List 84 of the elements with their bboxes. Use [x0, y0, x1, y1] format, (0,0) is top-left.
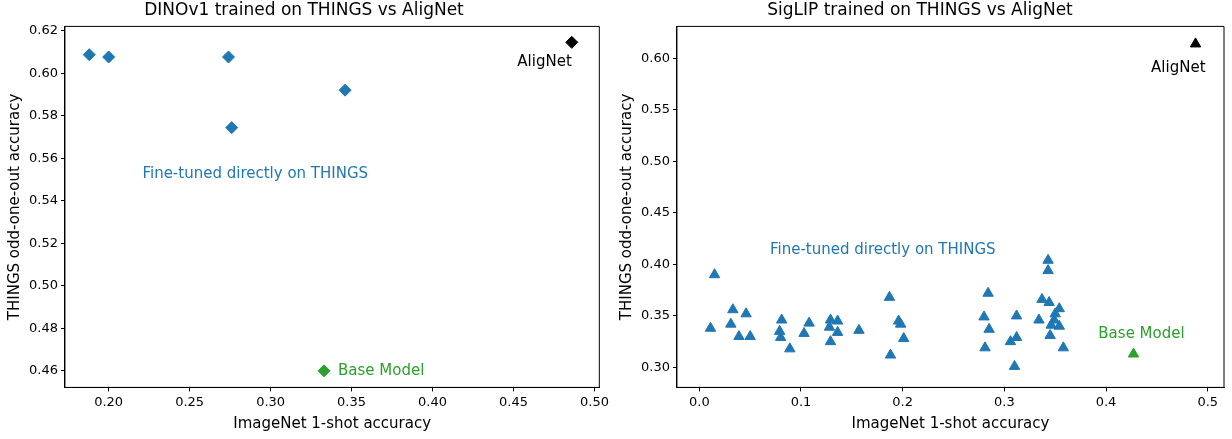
y-tick-label: 0.50 — [640, 152, 670, 168]
x-tick-label: 0.5 — [1197, 393, 1219, 409]
point — [1004, 335, 1017, 346]
point — [1189, 37, 1202, 48]
point — [831, 314, 844, 325]
point — [1127, 347, 1140, 358]
point — [1033, 313, 1045, 324]
y-tick-label: 0.40 — [640, 255, 670, 271]
series-label: Base Model — [338, 360, 425, 379]
point — [338, 83, 352, 97]
series-label: AligNet — [1151, 57, 1206, 76]
y-tick-label: 0.62 — [28, 22, 58, 38]
point — [565, 35, 579, 49]
y-tick-label: 0.60 — [640, 49, 670, 65]
point — [979, 341, 991, 352]
point — [1010, 309, 1023, 320]
point — [221, 50, 235, 64]
x-tick-label: 0.40 — [418, 393, 447, 409]
point — [884, 348, 897, 359]
point — [725, 317, 737, 328]
point — [1036, 292, 1048, 303]
point — [798, 326, 810, 337]
x-tick-label: 0.50 — [579, 393, 609, 409]
x-tick-label: 0.45 — [499, 393, 528, 409]
x-axis-title: ImageNet 1-shot accuracy — [851, 413, 1050, 432]
point — [784, 342, 796, 353]
y-tick-label: 0.55 — [640, 101, 670, 117]
point — [982, 286, 994, 297]
x-tick-label: 0.1 — [790, 393, 812, 409]
point — [898, 332, 910, 343]
y-axis-title: THINGS odd-one-out accuracy — [616, 93, 635, 322]
y-tick-label: 0.58 — [28, 107, 58, 123]
point — [831, 325, 844, 336]
y-tick-label: 0.60 — [28, 64, 58, 80]
point — [1043, 296, 1055, 307]
y-tick-label: 0.56 — [28, 149, 58, 165]
point — [1057, 341, 1070, 352]
x-tick-label: 0.30 — [256, 393, 286, 409]
point — [1042, 264, 1054, 275]
point — [775, 313, 788, 324]
point — [708, 268, 721, 279]
x-tick-label: 0.3 — [994, 393, 1015, 409]
point — [102, 50, 116, 64]
point — [1044, 328, 1056, 339]
y-tick-label: 0.54 — [28, 192, 58, 208]
point — [317, 364, 331, 378]
x-tick-label: 0.0 — [688, 393, 710, 409]
point — [744, 330, 756, 341]
point — [883, 290, 896, 301]
point — [803, 316, 815, 327]
point — [1042, 253, 1054, 264]
point — [727, 303, 739, 314]
text: Fine-tuned directly on THINGS — [142, 164, 369, 183]
text: Fine-tuned directly on THINGS — [769, 240, 996, 259]
point — [740, 307, 752, 318]
point — [733, 330, 745, 341]
y-tick-label: 0.35 — [640, 307, 670, 323]
point — [978, 310, 990, 321]
y-tick-label: 0.52 — [28, 234, 58, 250]
x-tick-label: 0.25 — [175, 393, 205, 409]
point — [824, 335, 837, 346]
y-tick-label: 0.30 — [640, 358, 670, 374]
x-axis-title: ImageNet 1-shot accuracy — [233, 413, 432, 432]
series-label: AligNet — [517, 52, 572, 71]
y-tick-label: 0.45 — [640, 204, 670, 220]
point — [225, 121, 239, 135]
y-tick-label: 0.46 — [28, 362, 58, 378]
chart-title: SigLIP trained on THINGS vs AligNet — [767, 0, 1074, 19]
chart-title: DINOv1 trained on THINGS vs AligNet — [144, 0, 465, 19]
point — [983, 322, 995, 333]
x-tick-label: 0.2 — [892, 393, 914, 409]
point — [704, 321, 717, 332]
y-tick-label: 0.50 — [28, 277, 58, 293]
y-tick-label: 0.48 — [28, 319, 58, 335]
point — [1045, 318, 1057, 329]
point — [1053, 319, 1065, 330]
point — [1008, 359, 1021, 370]
x-tick-label: 0.20 — [94, 393, 124, 409]
series-label: Base Model — [1098, 323, 1185, 342]
y-axis-title: THINGS odd-one-out accuracy — [4, 93, 23, 322]
x-tick-label: 0.35 — [337, 393, 367, 409]
point — [853, 323, 865, 334]
x-tick-label: 0.4 — [1095, 393, 1117, 409]
point — [82, 48, 96, 62]
